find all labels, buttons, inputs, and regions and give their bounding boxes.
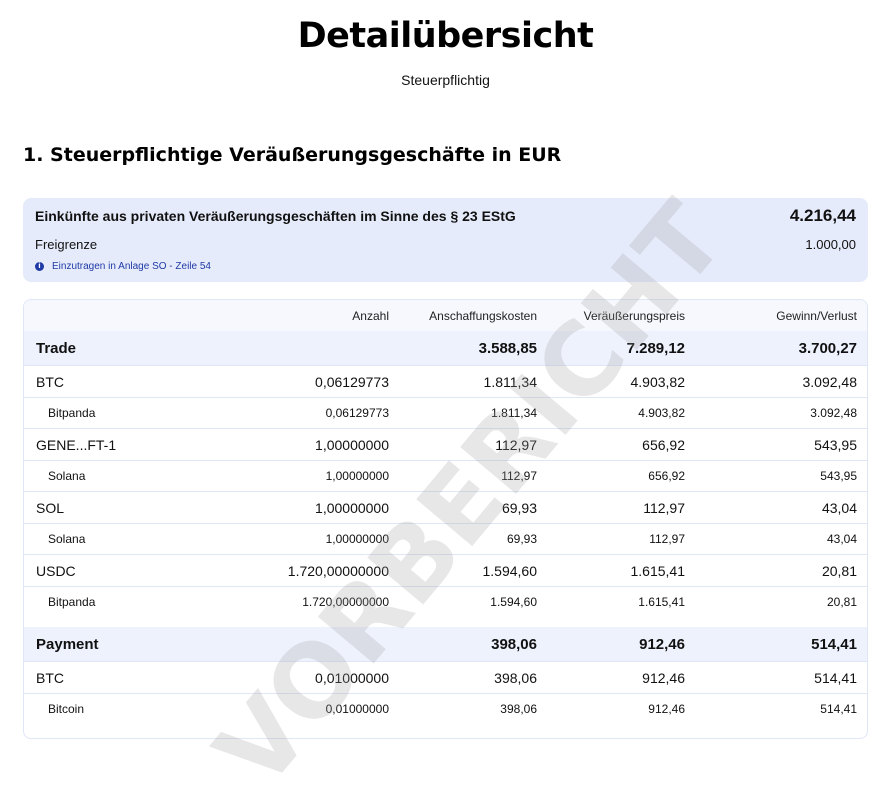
page-subtitle: Steuerpflichtig xyxy=(401,72,490,88)
section-heading: 1. Steuerpflichtige Veräußerungsgeschäft… xyxy=(23,144,562,166)
form-note-text: Einzutragen in Anlage SO - Zeile 54 xyxy=(52,261,211,272)
cell-gain: 3.092,48 xyxy=(697,397,867,429)
cell-gain: 43,04 xyxy=(697,491,867,524)
table-row: Solana 1,00000000 112,97 656,92 543,95 xyxy=(24,460,867,492)
cell-cost: 112,97 xyxy=(401,428,549,461)
cell-quantity: 0,01000000 xyxy=(199,661,401,694)
cell-price: 912,46 xyxy=(549,693,697,724)
group-row-payment: Payment 398,06 912,46 514,41 xyxy=(24,627,867,662)
cell-quantity: 1,00000000 xyxy=(199,460,401,492)
group-cost: 3.588,85 xyxy=(401,331,549,366)
table-row: Solana 1,00000000 69,93 112,97 43,04 xyxy=(24,523,867,555)
table-row: Bitpanda 0,06129773 1.811,34 4.903,82 3.… xyxy=(24,397,867,429)
table-header-row: Anzahl Anschaffungskosten Veräußerungspr… xyxy=(24,300,867,331)
free-limit-value: 1.000,00 xyxy=(805,237,856,252)
header-quantity: Anzahl xyxy=(199,300,401,331)
cell-name: Bitpanda xyxy=(24,586,199,617)
cell-gain: 3.092,48 xyxy=(697,365,867,398)
cell-cost: 1.594,60 xyxy=(401,554,549,587)
cell-quantity: 1.720,00000000 xyxy=(199,554,401,587)
cell-gain: 20,81 xyxy=(697,554,867,587)
table-row: BTC 0,01000000 398,06 912,46 514,41 xyxy=(24,661,867,694)
cell-name: BTC xyxy=(24,661,199,694)
header-cost: Anschaffungskosten xyxy=(401,300,549,331)
group-quantity xyxy=(199,627,401,662)
group-name: Trade xyxy=(24,331,199,366)
group-gain: 514,41 xyxy=(697,627,867,662)
income-value: 4.216,44 xyxy=(789,206,856,225)
cell-cost: 1.811,34 xyxy=(401,397,549,429)
cell-cost: 1.811,34 xyxy=(401,365,549,398)
cell-cost: 398,06 xyxy=(401,661,549,694)
cell-price: 4.903,82 xyxy=(549,365,697,398)
cell-quantity: 0,06129773 xyxy=(199,397,401,429)
cell-price: 112,97 xyxy=(549,523,697,555)
cell-quantity: 1.720,00000000 xyxy=(199,586,401,617)
cell-price: 4.903,82 xyxy=(549,397,697,429)
cell-gain: 514,41 xyxy=(697,693,867,724)
cell-price: 656,92 xyxy=(549,460,697,492)
table-row: USDC 1.720,00000000 1.594,60 1.615,41 20… xyxy=(24,554,867,587)
group-quantity xyxy=(199,331,401,366)
cell-price: 656,92 xyxy=(549,428,697,461)
table-row: Bitpanda 1.720,00000000 1.594,60 1.615,4… xyxy=(24,586,867,617)
cell-cost: 69,93 xyxy=(401,523,549,555)
cell-name: Bitcoin xyxy=(24,693,199,724)
cell-cost: 69,93 xyxy=(401,491,549,524)
group-price: 7.289,12 xyxy=(549,331,697,366)
group-gain: 3.700,27 xyxy=(697,331,867,366)
cell-price: 912,46 xyxy=(549,661,697,694)
cell-name: BTC xyxy=(24,365,199,398)
cell-quantity: 1,00000000 xyxy=(199,491,401,524)
income-label: Einkünfte aus privaten Veräußerungsgesch… xyxy=(35,208,516,224)
transactions-table: Anzahl Anschaffungskosten Veräußerungspr… xyxy=(23,299,868,739)
cell-quantity: 1,00000000 xyxy=(199,523,401,555)
cell-gain: 514,41 xyxy=(697,661,867,694)
cell-cost: 398,06 xyxy=(401,693,549,724)
cell-quantity: 0,06129773 xyxy=(199,365,401,398)
summary-box: Einkünfte aus privaten Veräußerungsgesch… xyxy=(23,198,868,282)
cell-gain: 43,04 xyxy=(697,523,867,555)
header-price: Veräußerungspreis xyxy=(549,300,697,331)
cell-price: 112,97 xyxy=(549,491,697,524)
cell-cost: 112,97 xyxy=(401,460,549,492)
header-gain: Gewinn/Verlust xyxy=(697,300,867,331)
cell-gain: 543,95 xyxy=(697,428,867,461)
cell-quantity: 1,00000000 xyxy=(199,428,401,461)
cell-name: Bitpanda xyxy=(24,397,199,429)
form-note: i Einzutragen in Anlage SO - Zeile 54 xyxy=(35,261,211,272)
table-row: GENE...FT-1 1,00000000 112,97 656,92 543… xyxy=(24,428,867,461)
cell-name: Solana xyxy=(24,460,199,492)
page-title: Detailübersicht xyxy=(297,16,594,56)
cell-gain: 543,95 xyxy=(697,460,867,492)
cell-quantity: 0,01000000 xyxy=(199,693,401,724)
table-row: Bitcoin 0,01000000 398,06 912,46 514,41 xyxy=(24,693,867,724)
cell-name: USDC xyxy=(24,554,199,587)
info-icon: i xyxy=(35,262,44,271)
group-cost: 398,06 xyxy=(401,627,549,662)
table-spacer xyxy=(24,617,867,627)
cell-price: 1.615,41 xyxy=(549,554,697,587)
group-price: 912,46 xyxy=(549,627,697,662)
table-row: BTC 0,06129773 1.811,34 4.903,82 3.092,4… xyxy=(24,365,867,398)
table-row: SOL 1,00000000 69,93 112,97 43,04 xyxy=(24,491,867,524)
cell-name: SOL xyxy=(24,491,199,524)
group-row-trade: Trade 3.588,85 7.289,12 3.700,27 xyxy=(24,331,867,366)
group-name: Payment xyxy=(24,627,199,662)
cell-name: GENE...FT-1 xyxy=(24,428,199,461)
header-name xyxy=(24,300,199,331)
cell-price: 1.615,41 xyxy=(549,586,697,617)
cell-gain: 20,81 xyxy=(697,586,867,617)
free-limit-label: Freigrenze xyxy=(35,237,98,252)
cell-cost: 1.594,60 xyxy=(401,586,549,617)
cell-name: Solana xyxy=(24,523,199,555)
